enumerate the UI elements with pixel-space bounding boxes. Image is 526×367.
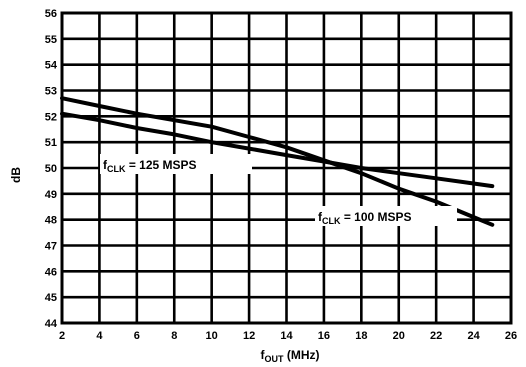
svg-text:fCLK = 125 MSPS: fCLK = 125 MSPS [103, 158, 197, 174]
y-tick-label: 52 [45, 111, 57, 123]
y-tick-labels: 44 45 46 47 48 49 50 51 52 53 54 55 56 [45, 8, 58, 330]
y-axis-label: dB [9, 167, 23, 183]
legend-125-main: f [103, 158, 108, 172]
x-axis-label-sub: OUT [265, 354, 285, 364]
legend-100-rest: = 100 MSPS [341, 210, 412, 224]
y-tick-label: 44 [45, 318, 58, 330]
series-line-1 [60, 96, 495, 227]
y-tick-label: 48 [45, 215, 57, 227]
x-tick-label: 4 [96, 330, 103, 342]
x-tick-label: 16 [318, 330, 330, 342]
y-tick-label: 49 [45, 189, 57, 201]
x-tick-label: 22 [430, 330, 442, 342]
x-tick-label: 26 [505, 330, 517, 342]
x-tick-label: 2 [59, 330, 65, 342]
legend-100-sub: CLK [322, 216, 341, 226]
legend-label-125: fCLK = 125 MSPS [100, 154, 252, 174]
legend-125-rest: = 125 MSPS [126, 158, 197, 172]
x-tick-labels: 2 4 6 8 10 12 14 16 18 20 22 24 26 [59, 330, 517, 342]
x-tick-label: 6 [134, 330, 140, 342]
y-tick-label: 46 [45, 266, 57, 278]
legend-label-100: fCLK = 100 MSPS [315, 206, 457, 226]
x-tick-label: 14 [280, 330, 293, 342]
plot-frame [60, 11, 513, 325]
y-tick-label: 47 [45, 241, 57, 253]
x-axis-label-main: f [261, 348, 266, 362]
y-tick-label: 54 [45, 60, 58, 72]
legend-125-sub: CLK [107, 164, 126, 174]
series-line-0 [60, 111, 495, 189]
x-axis-label: fOUT (MHz) [261, 348, 320, 364]
y-tick-label: 45 [45, 292, 57, 304]
y-tick-label: 55 [45, 34, 57, 46]
x-tick-label: 20 [393, 330, 405, 342]
y-tick-label: 56 [45, 8, 57, 20]
svg-text:fCLK = 100 MSPS: fCLK = 100 MSPS [318, 210, 412, 226]
y-tick-label: 50 [45, 163, 57, 175]
x-tick-label: 12 [243, 330, 255, 342]
x-axis-label-rest: (MHz) [284, 348, 320, 362]
y-tick-label: 53 [45, 86, 57, 98]
x-tick-label: 18 [355, 330, 367, 342]
x-tick-label: 10 [206, 330, 218, 342]
x-tick-label: 8 [171, 330, 177, 342]
y-tick-label: 51 [45, 137, 57, 149]
x-tick-label: 24 [467, 330, 480, 342]
legend-100-main: f [318, 210, 323, 224]
series-lines [60, 96, 495, 227]
